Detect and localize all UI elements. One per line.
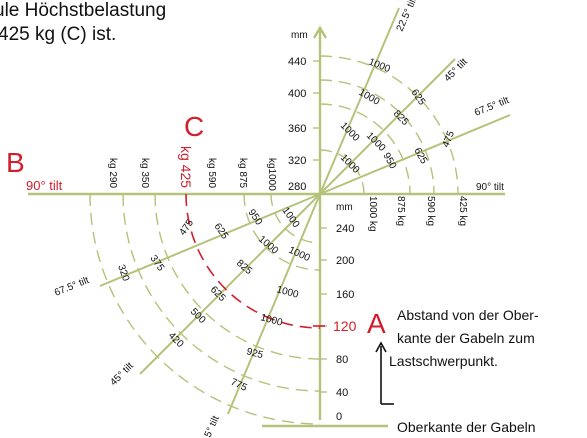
upper-scale-280: 280 — [288, 181, 306, 193]
ray-67-5-lower — [99, 193, 321, 287]
lower-scale-0: 0 — [336, 411, 342, 423]
lower-22-1000-a: 1000 — [287, 245, 312, 265]
kg-label-1000-right: 1000 kg — [367, 196, 378, 232]
lower-scale-200: 200 — [336, 255, 354, 267]
tilt-67-5-lower: 67.5° tilt — [53, 275, 91, 299]
marker-b: B — [6, 147, 25, 178]
ray-45-upper — [319, 58, 456, 195]
arc-lower-1 — [270, 193, 321, 244]
arc-upper-1 — [319, 149, 365, 195]
arc-upper-3 — [319, 79, 435, 195]
lower-scale-40: 40 — [336, 387, 348, 399]
arc-lower-6 — [89, 193, 321, 425]
lower-unit-mm: mm — [336, 202, 353, 213]
tilt-67-5-upper: 67.5° tilt — [473, 95, 511, 119]
kg-label-590-right: 590 kg — [425, 196, 436, 226]
lower-22-925: 925 — [245, 346, 264, 361]
header-line-2: 425 kg (C) ist. — [0, 24, 116, 45]
tilt-90-left: 90° tilt — [26, 178, 63, 193]
ray-45-lower — [139, 193, 321, 375]
arc-upper-4 — [319, 55, 459, 195]
tilt-45-lower: 45° tilt — [108, 360, 136, 388]
tilt-90-right: 90° tilt — [476, 182, 504, 193]
lower-22-775: 775 — [229, 377, 249, 394]
note-fork-top: Oberkante der Gabeln — [397, 419, 536, 435]
lower-67-1000: 1000 — [280, 205, 302, 230]
marker-c: C — [184, 111, 204, 142]
kg-label-875: kg 875 — [237, 158, 248, 188]
kg-label-425-right: 425 kg — [457, 196, 468, 226]
note-distance-line-3: Lastschwerpunkt. — [389, 353, 498, 369]
header-line-1: ule Höchstbelastung — [0, 0, 166, 21]
lower-22-1000-b: 1000 — [275, 284, 300, 300]
axis-arrow-icon — [312, 25, 328, 39]
lower-45-420: 420 — [166, 330, 186, 350]
upper-67-1000-c: 1000 — [364, 130, 388, 154]
upper-scale-400: 400 — [288, 88, 306, 100]
ray-22-5-lower — [227, 193, 321, 415]
lower-67-320: 320 — [115, 263, 131, 283]
note-distance-line-2: kante der Gabeln zum — [397, 330, 535, 346]
tilt-22-5-lower: 5° tilt — [203, 414, 222, 438]
lower-67-475: 475 — [177, 217, 196, 237]
arc-lower-2 — [243, 193, 321, 271]
lower-scale-240: 240 — [336, 223, 354, 235]
kg-label-1000-left: kg1000 — [266, 158, 277, 191]
arc-upper-2 — [319, 103, 411, 195]
lower-67-375: 375 — [148, 253, 167, 273]
kg-label-290: kg 290 — [107, 158, 118, 188]
ray-67-5-upper — [319, 114, 511, 195]
lower-45-825: 825 — [234, 258, 254, 277]
marker-a: A — [367, 308, 386, 339]
upper-scale-360: 360 — [288, 123, 306, 135]
lower-scale-120: 120 — [333, 318, 357, 334]
kg-label-425: kg 425 — [178, 146, 194, 188]
distance-arrow-icon — [375, 341, 387, 353]
kg-label-350: kg 350 — [139, 158, 150, 188]
lower-22-1000-c: 1000 — [259, 312, 284, 328]
note-distance-line-1: Abstand von der Ober- — [397, 307, 539, 323]
tilt-45-upper: 45° tilt — [442, 56, 470, 84]
upper-45-825: 825 — [391, 108, 411, 128]
arc-lower-5 — [122, 193, 321, 392]
arc-lower-425-highlight — [185, 193, 321, 329]
kg-label-590: kg 590 — [206, 158, 217, 188]
upper-45-1000: 1000 — [357, 87, 382, 108]
ray-22-5-upper — [319, 7, 400, 195]
lower-scale-160: 160 — [336, 289, 354, 301]
kg-label-875-right: 875 kg — [395, 196, 406, 226]
upper-67-1000-a: 1000 — [338, 120, 362, 144]
upper-scale-320: 320 — [288, 155, 306, 167]
lower-scale-80: 80 — [336, 354, 348, 366]
upper-unit-mm: mm — [291, 30, 308, 41]
upper-scale-440: 440 — [288, 56, 306, 68]
tilt-22-5-upper: 22.5° tilt — [395, 0, 420, 33]
